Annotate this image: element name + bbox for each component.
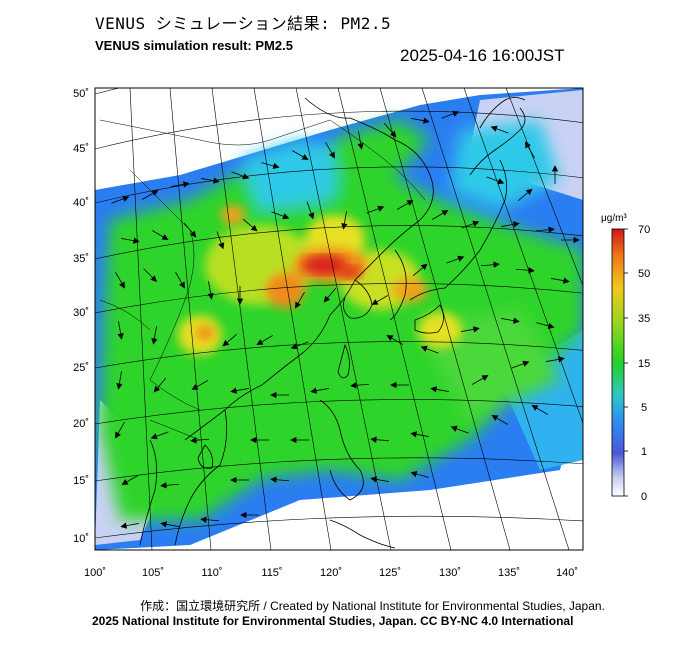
longitude-labels: 100˚ 105˚ 110˚ 115˚ 120˚ 125˚ 130˚ 135˚ …: [84, 567, 578, 579]
latitude-labels: 50˚ 45˚ 40˚ 35˚ 30˚ 25˚ 20˚ 15˚ 10˚: [73, 88, 89, 545]
license-line: 2025 National Institute for Environmenta…: [92, 614, 574, 628]
wind-vectors: [111, 110, 580, 529]
colorbar-tick: 1: [641, 446, 647, 458]
lon-label: 120˚: [320, 567, 342, 579]
lat-label: 50˚: [73, 88, 89, 100]
lat-label: 20˚: [73, 418, 89, 430]
colorbar-tick: 0: [641, 491, 647, 503]
lon-label: 135˚: [498, 567, 520, 579]
colorbar-tick: 15: [638, 358, 650, 370]
colorbar-tick: 50: [638, 268, 650, 280]
lon-label: 110˚: [201, 567, 222, 579]
parallel-lines: [95, 88, 583, 539]
meridian-lines: [95, 88, 583, 550]
lat-label: 30˚: [73, 307, 89, 319]
colorbar-tick: 35: [638, 313, 650, 325]
lon-label: 125˚: [379, 567, 401, 579]
lat-label: 15˚: [73, 475, 89, 487]
lon-label: 130˚: [439, 567, 461, 579]
lon-label: 100˚: [84, 567, 106, 579]
title-english: VENUS simulation result: PM2.5: [95, 38, 293, 53]
colorbar: μg/m³ 70 50 35 15 5 1 0: [601, 213, 650, 503]
forecast-timestamp: 2025-04-16 16:00JST: [400, 46, 565, 65]
lon-label: 105˚: [142, 567, 164, 579]
lon-label: 115˚: [261, 567, 282, 579]
lat-label: 45˚: [73, 143, 89, 155]
colorbar-gradient: [611, 228, 625, 497]
lat-label: 10˚: [73, 533, 89, 545]
concentration-field: [95, 88, 583, 550]
credit-line: 作成：国立環境研究所 / Created by National Institu…: [140, 599, 605, 613]
lat-label: 25˚: [73, 362, 89, 374]
coastlines: [139, 97, 526, 549]
lat-label: 40˚: [73, 197, 89, 209]
lon-label: 140˚: [556, 567, 578, 579]
colorbar-tick: 5: [641, 402, 647, 414]
lat-label: 35˚: [73, 253, 89, 265]
title-japanese: VENUS シミュレーション結果: PM2.5: [95, 14, 392, 33]
colorbar-unit: μg/m³: [601, 213, 627, 224]
colorbar-tick: 70: [638, 224, 650, 236]
